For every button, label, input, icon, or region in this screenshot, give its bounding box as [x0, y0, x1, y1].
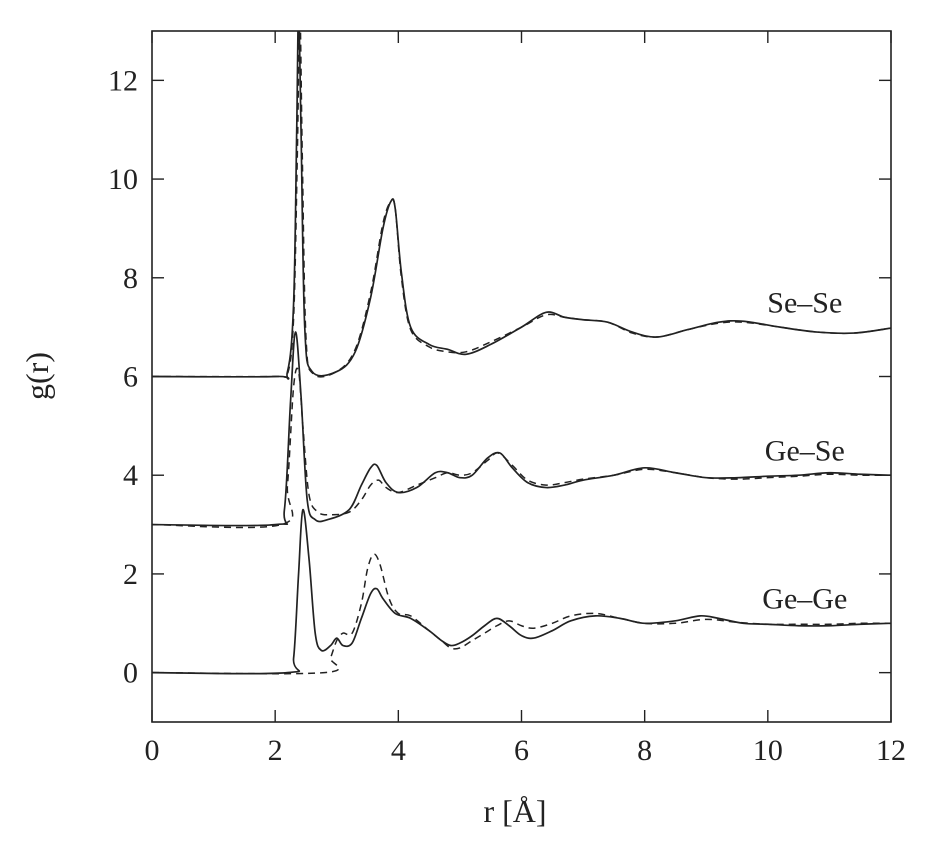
- x-tick-label: 0: [145, 734, 160, 767]
- y-tick-label: 4: [123, 459, 138, 492]
- x-tick-label: 10: [753, 734, 783, 767]
- se-se-dashed-line: [152, 31, 891, 380]
- y-tick-label: 2: [123, 558, 138, 591]
- y-tick-label: 0: [123, 657, 138, 690]
- ge-ge-dashed-line: [152, 553, 891, 675]
- x-tick-label: 8: [637, 734, 652, 767]
- x-tick-label: 4: [391, 734, 406, 767]
- series-label-ge-ge: Ge–Ge: [762, 582, 847, 615]
- ge-se-solid-line: [152, 331, 891, 527]
- y-tick-label: 6: [123, 361, 138, 394]
- se-se-solid-line: [152, 31, 891, 380]
- ge-se-dashed-line: [152, 367, 891, 529]
- x-axis-label: r [Å]: [483, 793, 546, 829]
- series-label-ge-se: Ge–Se: [765, 434, 845, 467]
- y-tick-label: 12: [108, 64, 138, 97]
- y-tick-label: 10: [108, 163, 138, 196]
- y-axis-label: g(r): [19, 352, 55, 400]
- x-tick-label: 12: [876, 734, 906, 767]
- axes: 0 2 4 6 8 10 12 0 2 4 6 8 10 12: [108, 30, 906, 767]
- x-tick-label: 6: [514, 734, 529, 767]
- series-label-se-se: Se–Se: [767, 286, 842, 319]
- curves: [152, 31, 891, 675]
- series-labels: Se–Se Ge–Se Ge–Ge: [762, 286, 847, 615]
- ge-ge-solid-line: [152, 508, 891, 675]
- y-tick-label: 8: [123, 262, 138, 295]
- x-tick-label: 2: [268, 734, 283, 767]
